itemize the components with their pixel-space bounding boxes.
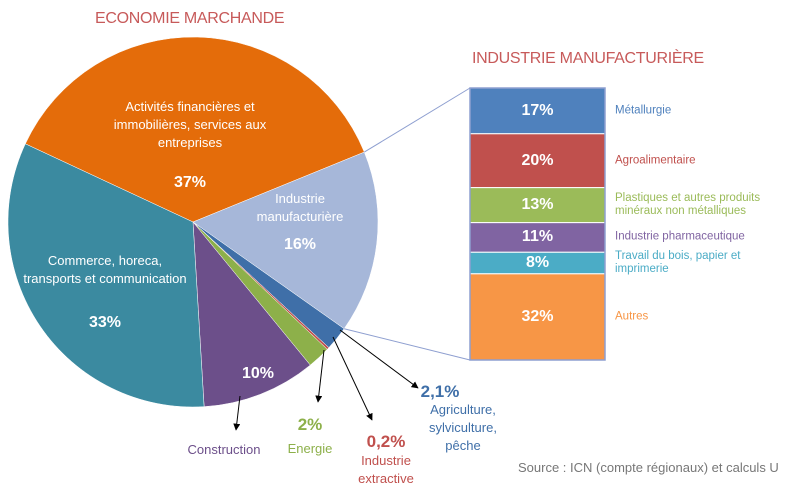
slice-label: Construction — [187, 442, 261, 457]
bar-value-label: 20% — [521, 151, 554, 169]
bar-segment — [469, 187, 606, 224]
bar-segment — [469, 87, 606, 135]
bar-value-label: 11% — [521, 228, 554, 246]
slice-value-label: 2,1% — [420, 382, 460, 401]
bar-title: INDUSTRIE MANUFACTURIÈRE — [472, 50, 704, 67]
bar-label: Plastiques et autres produits minéraux n… — [615, 192, 761, 218]
source: Source : ICN (compte régionaux) et calcu… — [518, 460, 779, 475]
bar-label: Industrie pharmaceutique — [615, 230, 745, 243]
slice-label: Industrie extractive — [358, 453, 414, 486]
connector — [343, 328, 471, 361]
pie-slice — [7, 143, 205, 408]
bar-frame — [469, 87, 606, 361]
slice-label: Agriculture, sylviculture, pêche — [429, 402, 497, 453]
arrow — [315, 349, 325, 403]
arrow — [332, 336, 373, 421]
pie-slice — [192, 221, 311, 407]
slice-value-label: 16% — [283, 236, 317, 253]
bar-label: Autres — [615, 310, 649, 323]
pie-slice — [192, 151, 379, 330]
bar-segment — [469, 222, 606, 253]
slice-label: Commerce, horeca, transports et communic… — [23, 253, 187, 286]
slice-label: Industrie manufacturière — [256, 191, 344, 224]
bar-label: Agroalimentaire — [615, 154, 696, 167]
slice-value-label: 0,2% — [366, 432, 406, 451]
bar-label: Métallurgie — [615, 104, 672, 117]
bar-value-label: 8% — [525, 254, 550, 272]
arrow — [339, 329, 419, 389]
pie-slice — [25, 36, 365, 223]
slice-label: Activités financières et immobilières, s… — [113, 99, 267, 150]
bar-value-label: 13% — [521, 196, 554, 214]
bar-segment — [469, 273, 606, 361]
bar-value-label: 17% — [521, 101, 554, 119]
slice-label: Energie — [287, 441, 333, 456]
pie-title: ECONOMIE MARCHANDE — [95, 10, 285, 27]
arrows — [233, 329, 419, 431]
slice-value-label: 33% — [88, 314, 122, 331]
bar-value-label: 32% — [521, 307, 554, 325]
slice-value-label: 10% — [241, 365, 275, 382]
slice-value-label: 2% — [297, 415, 323, 434]
bar-label: Travail du bois, papier et imprimerie — [615, 250, 741, 276]
arrow — [233, 395, 241, 431]
slice-value-label: 37% — [173, 174, 207, 191]
connector — [364, 87, 471, 153]
